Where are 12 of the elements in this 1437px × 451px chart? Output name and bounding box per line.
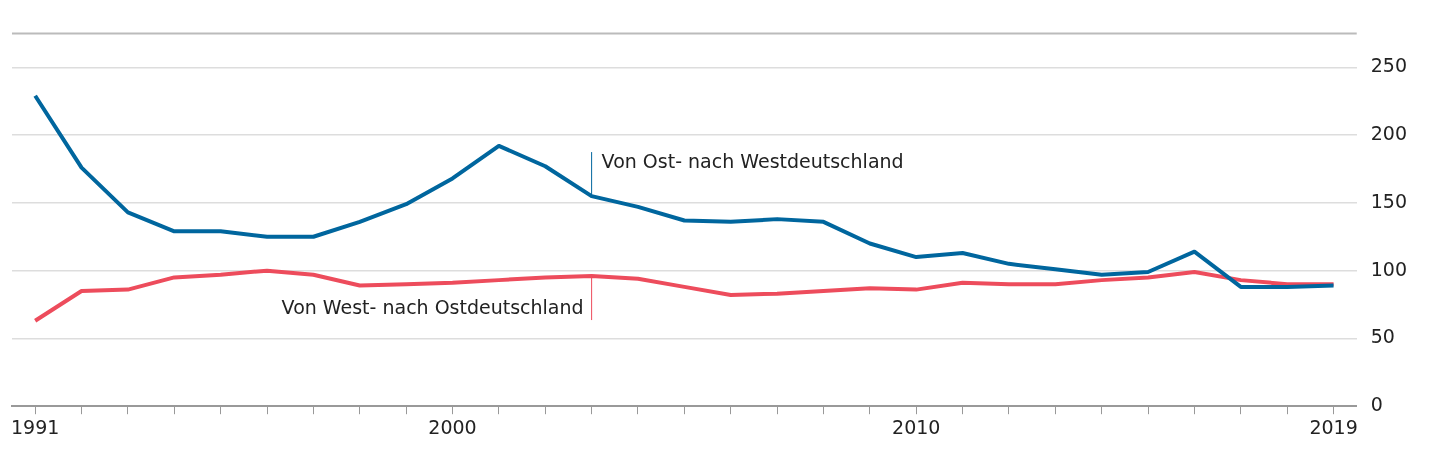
y-tick-label: 200: [1370, 122, 1407, 145]
x-tick-label: 2000: [428, 415, 477, 438]
x-tick-label: 2010: [892, 415, 941, 438]
annotation: Von Ost- nach Westdeutschland: [601, 150, 904, 173]
y-tick-label: 150: [1370, 189, 1407, 212]
y-tick-label: 0: [1370, 393, 1383, 416]
y-tick-label: 250: [1370, 54, 1407, 77]
y-tick-label: 50: [1370, 325, 1395, 348]
x-tick-label: 1991: [11, 415, 60, 438]
x-tick-label: 2019: [1309, 415, 1358, 438]
annotation: Von West- nach Ostdeutschland: [281, 296, 584, 318]
y-tick-label: 100: [1370, 257, 1407, 280]
